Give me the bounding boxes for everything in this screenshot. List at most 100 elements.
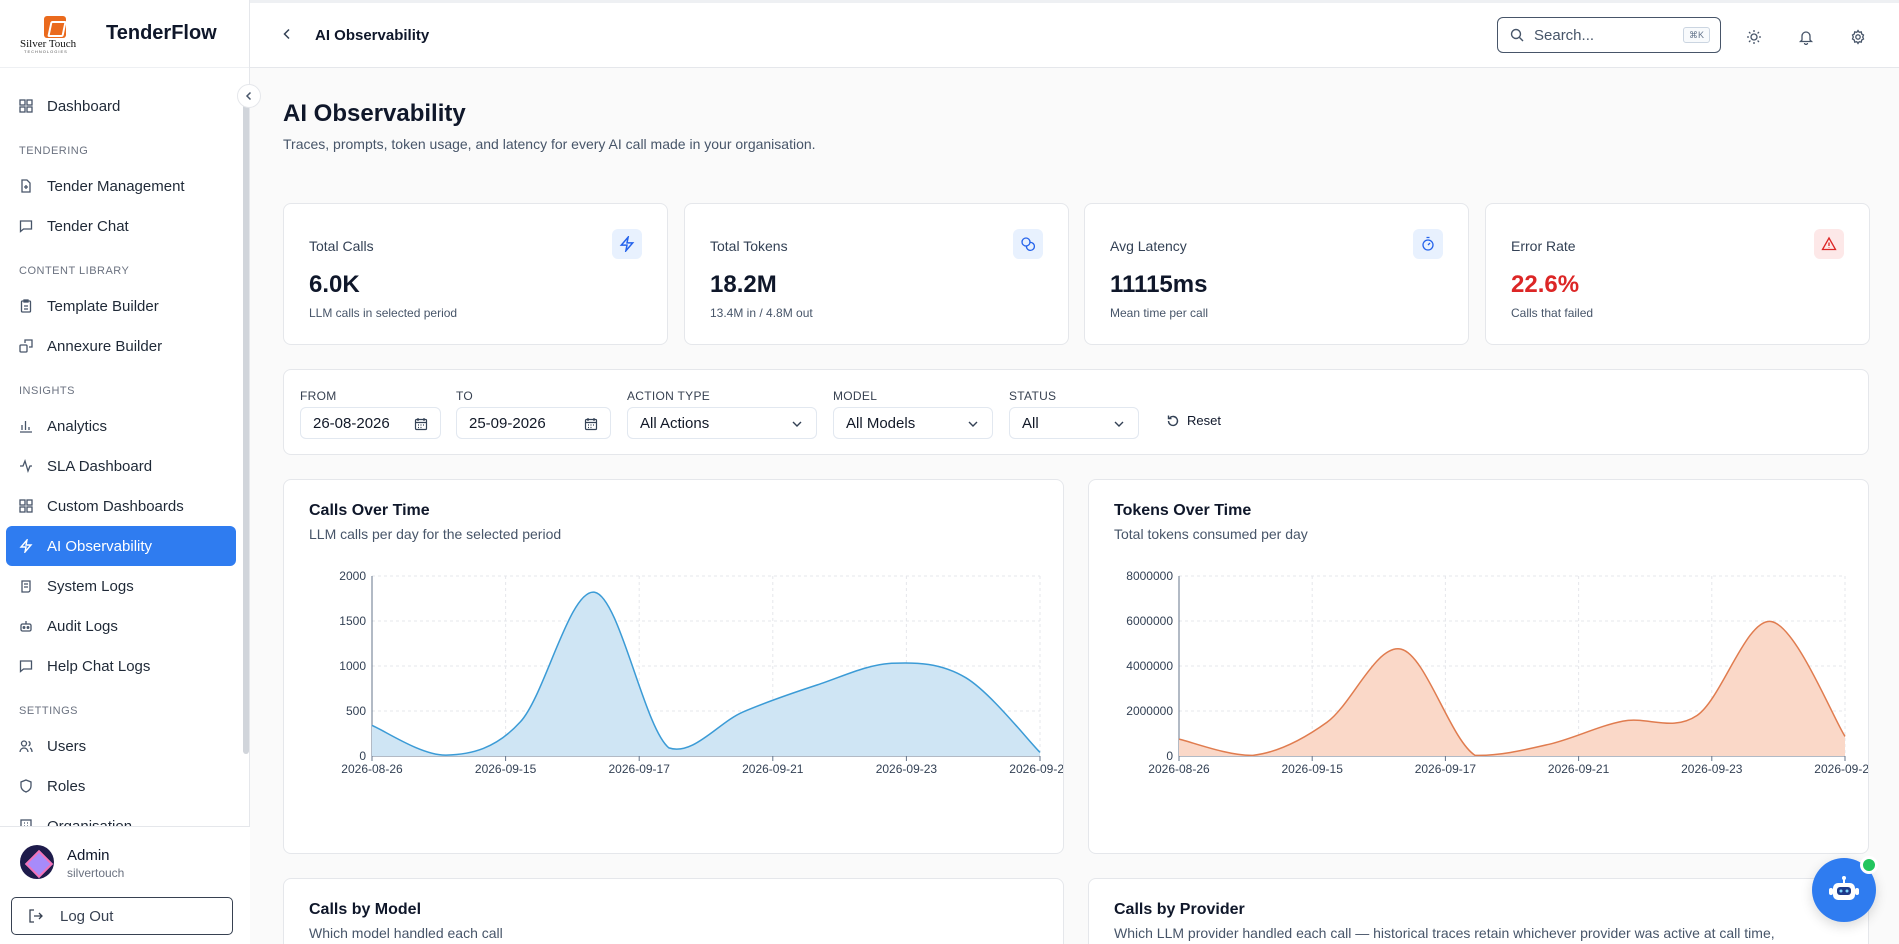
calendar-icon [584, 417, 598, 431]
search-box[interactable]: ⌘K [1497, 17, 1721, 53]
sidebar-item-label: Users [47, 737, 87, 755]
sidebar-item-label: Annexure Builder [47, 337, 163, 355]
sidebar-collapse-button[interactable] [237, 84, 261, 108]
bar-chart-icon [19, 419, 33, 433]
chevron-left-icon [283, 28, 290, 40]
kpi-label: Avg Latency [1110, 238, 1187, 254]
sidebar-scrollbar[interactable] [243, 86, 249, 754]
x-tick-label: 2026-09-25 [1814, 762, 1869, 776]
sidebar-item-system-logs[interactable]: System Logs [6, 566, 236, 606]
sidebar-item-tender-chat[interactable]: Tender Chat [6, 206, 236, 246]
y-tick-label: 1500 [339, 614, 366, 628]
notifications-button[interactable] [1798, 29, 1814, 45]
sidebar-item-help-chat-logs[interactable]: Help Chat Logs [6, 646, 236, 686]
sidebar-item-custom-dashboards[interactable]: Custom Dashboards [6, 486, 236, 526]
sidebar-item-organisation[interactable]: Organisation [6, 806, 236, 826]
sidebar-item-users[interactable]: Users [6, 726, 236, 766]
bot-icon [19, 619, 33, 633]
kpi-label: Error Rate [1511, 238, 1576, 254]
model-select[interactable]: All Models [833, 407, 993, 439]
y-tick-label: 500 [346, 704, 366, 718]
action-type-label: ACTION TYPE [627, 389, 711, 403]
action-type-select[interactable]: All Actions [627, 407, 817, 439]
back-button[interactable] [280, 27, 294, 41]
kpi-foot: Calls that failed [1511, 306, 1594, 320]
status-label: STATUS [1009, 389, 1057, 403]
series-line [1178, 620, 1846, 757]
sidebar-item-template-builder[interactable]: Template Builder [6, 286, 236, 326]
calls-over-time-card: Calls Over Time LLM calls per day for th… [283, 479, 1064, 854]
sidebar-item-label: Roles [47, 777, 86, 795]
x-tick-label: 2026-09-25 [1009, 762, 1064, 776]
search-shortcut: ⌘K [1682, 27, 1710, 43]
alert-triangle-icon [1814, 229, 1844, 259]
sidebar-item-ai-observability[interactable]: AI Observability [6, 526, 236, 566]
reset-label: Reset [1187, 413, 1221, 428]
section-settings: SETTINGS [19, 705, 79, 717]
users-icon [19, 739, 33, 753]
timer-icon [1413, 229, 1443, 259]
to-date-value: 25-09-2026 [469, 414, 546, 432]
to-date-input[interactable]: 25-09-2026 [456, 407, 611, 439]
search-input[interactable] [1534, 26, 1674, 44]
sidebar-item-dashboard[interactable]: Dashboard [6, 86, 236, 126]
sidebar-item-label: System Logs [47, 577, 134, 595]
from-date-value: 26-08-2026 [313, 414, 390, 432]
status-select[interactable]: All [1009, 407, 1139, 439]
sidebar-item-label: Template Builder [47, 297, 159, 315]
kpi-total-calls: Total Calls 6.0K LLM calls in selected p… [283, 203, 668, 345]
chevron-down-icon [966, 417, 980, 431]
kpi-foot: Mean time per call [1110, 306, 1209, 320]
series-area [372, 592, 1040, 756]
search-icon [1510, 28, 1524, 42]
kpi-avg-latency: Avg Latency 11115ms Mean time per call [1084, 203, 1469, 345]
y-tick-label: 0 [359, 749, 366, 763]
avatar[interactable] [20, 845, 54, 879]
page-subtitle: Traces, prompts, token usage, and latenc… [283, 136, 816, 152]
reset-icon [1166, 414, 1180, 428]
logout-button[interactable]: Log Out [11, 897, 233, 935]
calls-over-time-chart: 0 500 1000 1500 2000 2026-08-26 2026-09-15 2026… [339, 569, 1064, 776]
user-name: Admin [67, 847, 110, 864]
settings-button[interactable] [1850, 29, 1866, 45]
kpi-value: 18.2M [710, 271, 777, 298]
sun-icon [1747, 30, 1761, 44]
calls-by-model-card: Calls by Model Which model handled each … [283, 878, 1064, 944]
sidebar-item-analytics[interactable]: Analytics [6, 406, 236, 446]
y-tick-label: 8000000 [1126, 569, 1173, 583]
card-subtitle: Which model handled each call [309, 925, 503, 941]
reset-button[interactable]: Reset [1166, 413, 1221, 428]
x-tick-label: 2026-09-23 [1681, 762, 1743, 776]
kpi-label: Total Calls [309, 238, 374, 254]
sidebar: Silver Touch TECHNOLOGIES TenderFlow Das… [0, 0, 250, 944]
kpi-foot: 13.4M in / 4.8M out [710, 306, 813, 320]
chart-title: Tokens Over Time [1114, 502, 1252, 519]
section-content-library: CONTENT LIBRARY [19, 265, 130, 277]
sidebar-item-label: Dashboard [47, 97, 121, 115]
logo-subtext: TECHNOLOGIES [24, 48, 68, 54]
sidebar-item-annexure-builder[interactable]: Annexure Builder [6, 326, 236, 366]
from-date-input[interactable]: 26-08-2026 [300, 407, 441, 439]
user-area: Admin silvertouch Log Out [0, 826, 250, 944]
x-tick-label: 2026-08-26 [341, 762, 403, 776]
x-tick-label: 2026-09-23 [876, 762, 938, 776]
chart-subtitle: Total tokens consumed per day [1114, 526, 1308, 542]
y-tick-label: 6000000 [1126, 614, 1173, 628]
sidebar-item-label: Tender Chat [47, 217, 129, 235]
sidebar-item-roles[interactable]: Roles [6, 766, 236, 806]
from-label: FROM [300, 389, 337, 403]
sidebar-item-label: Help Chat Logs [47, 657, 151, 675]
x-tick-label: 2026-08-26 [1148, 762, 1210, 776]
sidebar-item-sla-dashboard[interactable]: SLA Dashboard [6, 446, 236, 486]
sidebar-item-audit-logs[interactable]: Audit Logs [6, 606, 236, 646]
sidebar-item-tender-management[interactable]: Tender Management [6, 166, 236, 206]
theme-toggle-button[interactable] [1746, 29, 1762, 45]
logo-mark-icon [44, 15, 66, 38]
kpi-value: 11115ms [1110, 271, 1208, 298]
kpi-value: 6.0K [309, 271, 360, 298]
sidebar-nav: Dashboard TENDERING Tender Management Te… [0, 86, 242, 826]
kpi-label: Total Tokens [710, 238, 788, 254]
action-type-value: All Actions [640, 414, 710, 432]
y-tick-label: 2000000 [1126, 704, 1173, 718]
x-tick-label: 2026-09-21 [742, 762, 804, 776]
